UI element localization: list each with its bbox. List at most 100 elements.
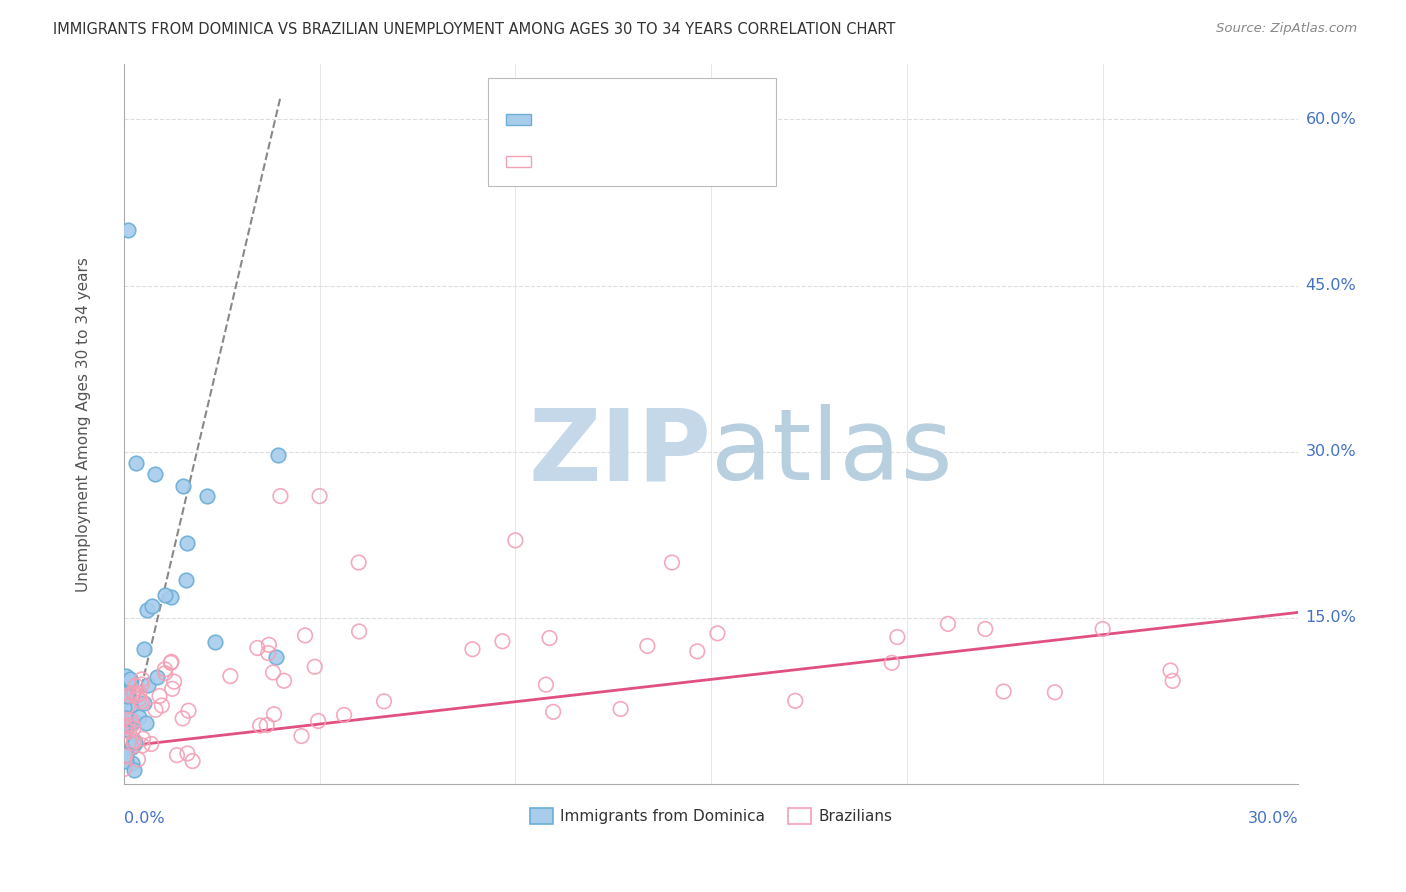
Point [538,631,561,645]
Point [150,698,173,713]
Point [195,489,218,503]
Point [886,630,908,644]
Point [128,692,150,706]
Point [347,556,370,570]
Point [148,689,170,703]
Point [993,684,1015,698]
Point [121,756,143,771]
Point [505,533,527,548]
Point [294,628,316,642]
Point [172,479,194,493]
Point [160,681,183,696]
Point [124,736,146,750]
Point [160,656,183,670]
Point [153,662,176,676]
Point [166,748,188,763]
Point [269,489,291,503]
Point [172,711,194,725]
Point [131,673,153,687]
Point [112,700,135,714]
Point [117,698,139,713]
Point [1091,622,1114,636]
Point [661,556,683,570]
Point [115,747,138,762]
Point [266,649,288,664]
Point [127,752,149,766]
Point [124,456,146,470]
Text: 45.0%: 45.0% [1306,278,1357,293]
Point [115,711,138,725]
Point [347,624,370,639]
Point [122,736,145,750]
FancyBboxPatch shape [506,155,531,167]
Point [785,694,807,708]
Point [176,747,198,761]
Point [141,737,163,751]
Point [118,689,141,703]
Point [263,707,285,722]
Point [114,749,136,764]
FancyBboxPatch shape [506,114,531,125]
Point [121,686,143,700]
FancyBboxPatch shape [488,78,776,186]
Point [373,694,395,708]
Point [121,740,143,755]
Point [128,687,150,701]
Point [122,721,145,735]
Point [114,754,136,768]
Legend: Immigrants from Dominica, Brazilians: Immigrants from Dominica, Brazilians [523,802,898,830]
Text: 30.0%: 30.0% [1306,444,1357,459]
Point [117,685,139,699]
Point [122,763,145,777]
Point [936,616,959,631]
Point [114,720,136,734]
Point [136,603,159,617]
Point [125,689,148,703]
Point [146,670,169,684]
Point [257,646,280,660]
Point [131,739,153,753]
Point [132,731,155,746]
Text: atlas: atlas [711,404,953,501]
Point [163,674,186,689]
Point [160,655,183,669]
Text: 30.0%: 30.0% [1247,812,1298,826]
Point [115,669,138,683]
Point [135,715,157,730]
Point [124,687,146,701]
Point [267,448,290,462]
Text: Unemployment Among Ages 30 to 34 years: Unemployment Among Ages 30 to 34 years [76,257,91,591]
Point [128,710,150,724]
Point [273,673,295,688]
Point [124,733,146,747]
Point [121,717,143,731]
Point [145,703,167,717]
Text: R = 0.457   N = 38: R = 0.457 N = 38 [543,103,695,118]
Point [120,714,142,728]
Point [114,722,136,736]
Point [136,678,159,692]
Point [155,666,177,681]
Point [304,659,326,673]
Point [307,714,329,728]
Point [974,622,997,636]
Point [176,536,198,550]
Point [1043,685,1066,699]
Point [290,729,312,743]
Point [219,669,242,683]
Point [177,704,200,718]
Point [262,665,284,680]
Point [181,754,204,768]
Text: 0.0%: 0.0% [124,812,165,826]
Point [131,694,153,708]
Point [159,590,181,604]
Point [122,714,145,728]
Point [257,638,280,652]
Text: R = 0.366   N = 80: R = 0.366 N = 80 [543,145,695,160]
Point [636,639,658,653]
Point [256,718,278,732]
Point [308,489,330,503]
Point [204,635,226,649]
Point [333,707,356,722]
Point [117,718,139,732]
